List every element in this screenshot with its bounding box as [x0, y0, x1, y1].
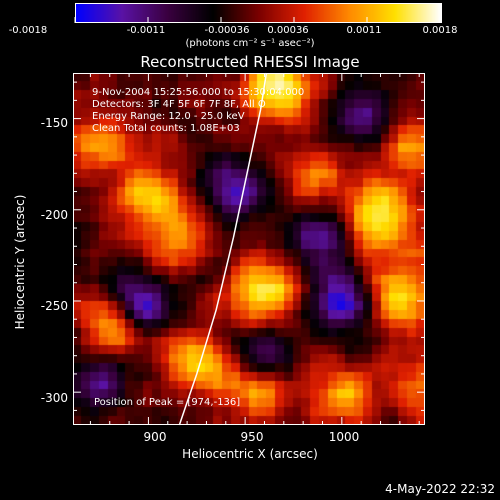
colorbar [75, 3, 442, 23]
colorbar-tick-label: 0.0018 [422, 25, 458, 36]
heatmap-image [73, 73, 425, 425]
x-tick-label: 1000 [328, 430, 360, 444]
y-tick-label: -300 [40, 391, 68, 405]
peak-position-text: Position of Peak = [974,-136] [94, 397, 241, 408]
y-axis-label: Heliocentric Y (arcsec) [13, 194, 27, 330]
info-time-range: 9-Nov-2004 15:25:56.000 to 15:30:04.000 [92, 87, 305, 98]
y-tick-label: -250 [40, 299, 68, 313]
y-tick-label: -200 [40, 208, 68, 222]
colorbar-tick-label: 0.0011 [346, 25, 382, 36]
info-total-counts: Clean Total counts: 1.08E+03 [92, 123, 240, 134]
timestamp: 4-May-2022 22:32 [385, 482, 495, 496]
info-detectors: Detectors: 3F 4F 5F 6F 7F 8F, All O [92, 99, 266, 110]
solar-limb-line [178, 72, 268, 426]
info-energy-range: Energy Range: 12.0 - 25.0 keV [92, 111, 245, 122]
colorbar-units: (photons cm⁻² s⁻¹ asec⁻²) [185, 38, 315, 49]
x-axis-label: Heliocentric X (arcsec) [182, 447, 318, 461]
y-tick-label: -150 [40, 116, 68, 130]
colorbar-tick-label: -0.0011 [126, 25, 166, 36]
x-tick-label: 950 [240, 430, 264, 444]
colorbar-tick-label: -0.00036 [204, 25, 250, 36]
x-tick-label: 900 [143, 430, 167, 444]
colorbar-tick-label: -0.0018 [8, 25, 48, 36]
colorbar-tick-label: 0.00036 [267, 25, 309, 36]
plot-frame [73, 73, 425, 425]
plot-title: Reconstructed RHESSI Image [140, 53, 360, 71]
colorbar-ticks [74, 17, 441, 23]
